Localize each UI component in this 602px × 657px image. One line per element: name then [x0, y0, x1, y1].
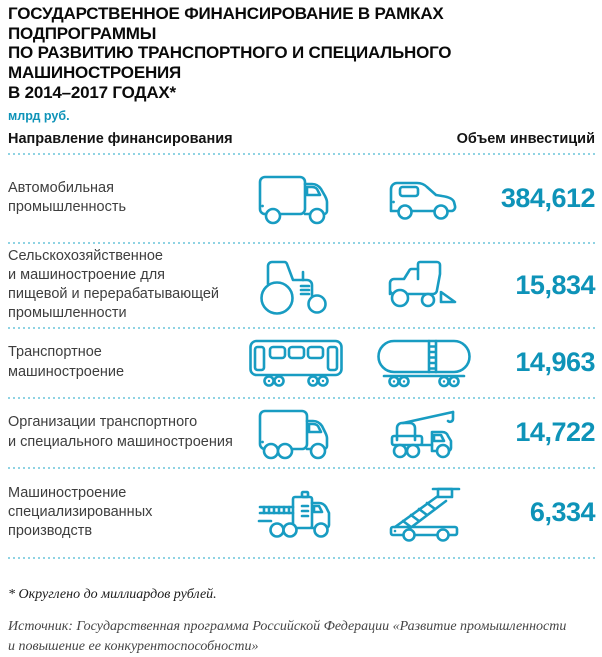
- row-label: Транспортное машиностроение: [8, 344, 125, 380]
- fire-truck-icon: [244, 484, 348, 542]
- boarding-stairs-icon: [372, 484, 476, 542]
- tractor-icon: [244, 254, 348, 316]
- cargo-truck-icon: [244, 405, 348, 461]
- table-header: Направление финансирования Объем инвести…: [8, 131, 595, 153]
- row-icons: [244, 404, 476, 462]
- crane-truck-icon: [372, 404, 476, 462]
- row-icons: [244, 338, 476, 388]
- tank-wagon-icon: [372, 338, 476, 388]
- row-value: 6,334: [529, 497, 596, 528]
- source-note: Источник: Государственная программа Росс…: [8, 618, 567, 654]
- row-label: Сельскохозяйственное и машиностроение дл…: [8, 247, 220, 322]
- dotted-divider: [8, 326, 595, 329]
- table-row: Организации транспортного и специального…: [8, 399, 596, 467]
- row-value: 15,834: [515, 269, 595, 300]
- dotted-divider: [8, 466, 595, 469]
- page-title: ГОСУДАРСТВЕННОЕ ФИНАНСИРОВАНИЕ В РАМКАХ …: [8, 4, 452, 102]
- units-label: млрд руб.: [8, 108, 70, 123]
- row-icons: [244, 484, 476, 542]
- railcar-icon: [244, 338, 348, 388]
- table-row: Машиностроение специализированных произв…: [8, 469, 596, 557]
- dotted-divider: [8, 556, 595, 559]
- column-header-direction: Направление финансирования: [8, 130, 233, 147]
- row-label: Машиностроение специализированных произв…: [8, 484, 153, 540]
- row-icons: [244, 254, 476, 316]
- table-row: Автомобильная промышленность: [8, 155, 596, 242]
- footnote: * Округлено до миллиардов рублей.: [8, 586, 217, 602]
- row-value: 14,963: [515, 347, 595, 378]
- table-row: Сельскохозяйственное и машиностроение дл…: [8, 244, 596, 327]
- compact-car-icon: [372, 173, 476, 223]
- combine-harvester-icon: [372, 256, 476, 314]
- dotted-divider: [8, 396, 595, 399]
- column-header-value: Объем инвестиций: [456, 130, 595, 147]
- table-row: Транспортное машиностроение: [8, 329, 596, 397]
- dotted-divider: [8, 241, 595, 244]
- row-value: 384,612: [500, 182, 596, 213]
- row-value: 14,722: [515, 417, 595, 448]
- delivery-van-icon: [244, 170, 348, 226]
- row-label: Организации транспортного и специального…: [8, 414, 233, 450]
- row-icons: [244, 170, 476, 226]
- row-label: Автомобильная промышленность: [8, 179, 127, 216]
- dotted-divider: [8, 152, 595, 155]
